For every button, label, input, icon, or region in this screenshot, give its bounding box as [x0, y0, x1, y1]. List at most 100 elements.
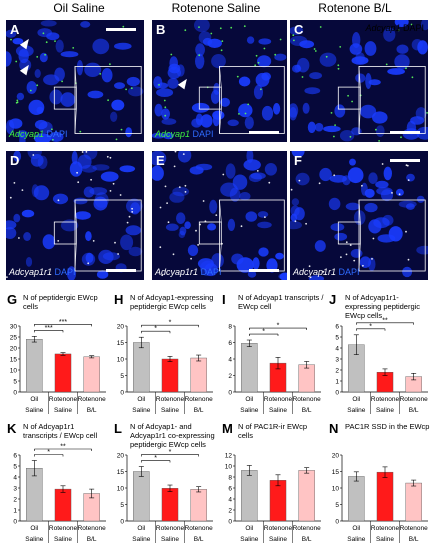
y-tick-label: 5 [13, 463, 17, 470]
bar [405, 482, 422, 522]
y-tick-label: 4 [335, 345, 339, 352]
y-tick-label: 6 [335, 323, 339, 330]
significance-marker: * [277, 323, 280, 330]
x-tick-label: B/L [409, 407, 419, 414]
y-tick-label: 4 [13, 474, 17, 481]
y-tick-label: 0 [335, 518, 339, 525]
column-title-oil-saline: Oil Saline [53, 1, 105, 15]
scale-bar [106, 28, 136, 31]
y-tick-label: 0 [335, 389, 339, 396]
x-tick-label: Oil [352, 396, 361, 403]
x-tick-label: Oil [245, 525, 254, 532]
chart-title: N of peptidergic EWcp cells [23, 293, 98, 311]
x-tick-label: B/L [87, 536, 97, 543]
y-tick-label: 1 [13, 507, 17, 514]
significance-marker: * [169, 449, 172, 456]
bar-chart-l: L N of Adcyap1- and Adcyap1r1 co-expressi… [112, 421, 216, 545]
chart-svg: 0 2 4 6 8 Oil Saline Rotenone Saline Rotenone B/L *… [228, 323, 322, 414]
chart-svg: 0 5 10 15 20 25 30 Oil Saline Rotenone Saline Roten… [10, 319, 107, 414]
dapi-label: DAPI [54, 267, 76, 277]
x-tick-label: Oil [245, 396, 254, 403]
y-tick-label: 15 [10, 356, 18, 363]
micrograph-image [6, 151, 143, 280]
significance-marker: * [262, 329, 265, 336]
y-tick-label: 15 [117, 340, 125, 347]
bar-chart-j: J N of Adcyap1r1-expressing peptidergic E… [327, 292, 431, 416]
x-tick-label: Rotenone [293, 396, 322, 403]
bar-chart-m: M N of PAC1R-ir EWcp cells 0 2 4 6 8 10 12 Oil Sal… [220, 421, 324, 545]
chart-svg: 0 5 10 15 20 Oil Saline Rotenone Saline Rotenone B… [117, 320, 214, 414]
y-tick-label: 2 [13, 496, 17, 503]
x-tick-label: Oil [352, 525, 361, 532]
y-tick-label: 20 [332, 452, 340, 459]
y-tick-label: 30 [10, 323, 18, 330]
x-tick-label: Saline [269, 407, 287, 414]
x-tick-label: Rotenone [78, 525, 107, 532]
y-tick-label: 5 [120, 502, 124, 509]
micrograph-image [6, 20, 144, 142]
significance-marker: * [169, 320, 172, 327]
x-tick-label: Saline [25, 536, 43, 543]
stain-label: Adcyap1r1 DAPI [293, 267, 360, 277]
y-tick-label: 5 [13, 378, 17, 385]
x-tick-label: Rotenone [78, 396, 107, 403]
x-tick-label: Saline [347, 407, 365, 414]
y-tick-label: 6 [13, 452, 17, 459]
x-tick-label: Rotenone [264, 396, 293, 403]
chart-panel-label: L [114, 421, 122, 436]
chart-title: PAC1R SSD in the EWcp [345, 422, 430, 431]
scale-bar [106, 269, 136, 272]
x-tick-label: Rotenone [293, 525, 322, 532]
x-tick-label: Oil [30, 525, 39, 532]
bar [161, 488, 179, 522]
chart-svg: 0 1 2 3 4 5 6 Oil Saline Rotenone Saline Rotenone B/… [13, 444, 107, 543]
x-tick-label: Rotenone [185, 525, 214, 532]
x-tick-label: Rotenone [185, 396, 214, 403]
x-tick-label: Saline [132, 536, 150, 543]
x-tick-label: Saline [161, 536, 179, 543]
panel-label: A [10, 22, 20, 37]
x-tick-label: Saline [25, 407, 43, 414]
bar-chart-g: G N of peptidergic EWcp cells 0 5 10 15 20 25 30… [5, 292, 109, 416]
x-tick-label: Rotenone [49, 396, 78, 403]
micrograph-panel-c: C Adcyap1 DAPI [290, 20, 428, 142]
dapi-label: DAPI [200, 267, 222, 277]
bar [133, 471, 150, 522]
x-tick-label: Rotenone [156, 525, 185, 532]
chart-svg: 0 5 10 15 20 Oil Saline Rotenone Saline Rotenone B… [332, 452, 428, 543]
y-tick-label: 0 [228, 389, 232, 396]
dapi-label: DAPI [192, 129, 214, 139]
bar-chart-h: H N of Adcyap1-expressing peptidergic EWc… [112, 292, 216, 416]
x-tick-label: Rotenone [156, 396, 185, 403]
gene-name: Adcyap1r1 [293, 267, 337, 277]
dapi-label: DAPI [46, 129, 68, 139]
x-tick-label: B/L [302, 536, 312, 543]
micrograph-panel-e: E Adcyap1r1 DAPI [152, 151, 287, 280]
dapi-label: DAPI [402, 23, 424, 33]
bar [376, 471, 394, 522]
panel-label: B [156, 22, 166, 37]
y-tick-label: 5 [120, 373, 124, 380]
stain-label: Adcyap1r1 DAPI [9, 267, 76, 277]
x-tick-label: B/L [409, 536, 419, 543]
micrograph-panel-b: B Adcyap1 DAPI [152, 20, 287, 142]
y-tick-label: 10 [117, 356, 125, 363]
micrograph-panel-d: D Adcyap1r1 DAPI [6, 151, 144, 280]
stain-label: Adcyap1 DAPI [365, 23, 424, 33]
chart-title: N of Adcyap1-expressing peptidergic EWcp… [130, 293, 214, 311]
bar [83, 356, 100, 393]
y-tick-label: 20 [117, 323, 125, 330]
y-tick-label: 2 [335, 367, 339, 374]
y-tick-label: 5 [335, 334, 339, 341]
y-tick-label: 15 [117, 469, 125, 476]
y-tick-label: 15 [332, 469, 340, 476]
y-tick-label: 4 [228, 496, 232, 503]
significance-marker: * [369, 323, 372, 330]
x-tick-label: Saline [376, 407, 394, 414]
bar-chart-i: I N of Adcyap1 transcripts / EWcp cell 0 2 4… [220, 292, 324, 416]
chart-panel-label: K [7, 421, 17, 436]
y-tick-label: 3 [13, 485, 17, 492]
bar [133, 342, 150, 393]
chart-panel-label: M [222, 421, 233, 436]
micrograph-panel-f: F Adcyap1r1 DAPI [290, 151, 428, 280]
